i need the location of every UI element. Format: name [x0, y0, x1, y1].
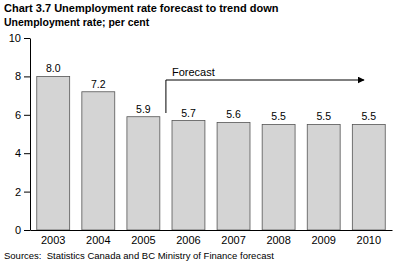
annotation-arrow — [166, 80, 364, 81]
data-label: 8.0 — [46, 62, 61, 74]
y-axis: 0 2 4 6 8 10 — [9, 32, 31, 236]
bar — [127, 117, 160, 230]
bar — [307, 124, 340, 230]
y-tick-label: 8 — [15, 70, 21, 82]
x-axis-line — [31, 230, 393, 231]
x-tick-label: 2004 — [86, 234, 110, 246]
x-tick: 2004 — [86, 234, 110, 246]
annotation-text: Forecast — [172, 66, 215, 78]
bar — [217, 122, 250, 230]
x-tick-label: 2010 — [357, 234, 381, 246]
data-label: 5.5 — [361, 110, 376, 122]
x-tick: 2007 — [221, 234, 245, 246]
x-tick-label: 2007 — [221, 234, 245, 246]
y-tick-mark — [24, 230, 30, 231]
x-axis: 2003 2004 2005 2006 2007 2008 2009 2010 — [31, 231, 393, 246]
bar — [352, 124, 385, 230]
y-tick: 0 — [15, 224, 30, 236]
y-tick-label: 2 — [15, 186, 21, 198]
x-tick: 2003 — [41, 234, 65, 246]
x-tick-label: 2008 — [266, 234, 290, 246]
data-labels: 8.0 7.2 5.9 5.7 5.6 5.5 5.5 5.5 — [46, 62, 376, 122]
x-tick: 2008 — [266, 234, 290, 246]
x-tick-label: 2005 — [131, 234, 155, 246]
y-tick-mark — [24, 38, 30, 39]
bar — [37, 76, 70, 230]
x-tick-label: 2009 — [311, 234, 335, 246]
title: Chart 3.7 Unemployment rate forecast to … — [4, 2, 279, 14]
y-tick-mark — [24, 192, 30, 193]
annotation: Forecast — [166, 66, 364, 113]
data-label: 5.9 — [136, 103, 151, 115]
x-tick-label: 2003 — [41, 234, 65, 246]
y-tick-label: 4 — [15, 147, 21, 159]
plot: 8.07.25.95.75.65.55.55.50246810200320042… — [9, 32, 393, 246]
x-tick: 2009 — [311, 234, 335, 246]
y-tick-label: 0 — [15, 224, 21, 236]
y-tick-label: 6 — [15, 109, 21, 121]
x-tick: 2006 — [176, 234, 200, 246]
annotation-line — [165, 80, 166, 113]
bars — [37, 76, 385, 230]
chart: Chart 3.7 Unemployment rate forecast to … — [0, 0, 400, 264]
y-tick: 2 — [15, 186, 30, 198]
y-tick: 4 — [15, 147, 30, 159]
source: Sources: Statistics Canada and BC Minist… — [4, 250, 274, 261]
data-label: 5.5 — [271, 110, 286, 122]
x-tick: 2005 — [131, 234, 155, 246]
y-tick: 6 — [15, 109, 30, 121]
y-tick-mark — [24, 153, 30, 154]
data-label: 7.2 — [91, 78, 106, 90]
bar — [172, 121, 205, 230]
data-label: 5.5 — [316, 110, 331, 122]
y-tick-mark — [24, 76, 30, 77]
x-tick: 2010 — [357, 234, 381, 246]
subtitle: Unemployment rate; per cent — [4, 16, 150, 28]
y-tick: 8 — [15, 70, 30, 82]
y-axis-line — [30, 39, 31, 231]
y-tick-label: 10 — [9, 32, 21, 44]
data-label: 5.7 — [181, 107, 196, 119]
bar — [262, 124, 295, 230]
data-label: 5.6 — [226, 108, 241, 120]
y-tick-mark — [24, 115, 30, 116]
bar — [82, 92, 115, 230]
x-tick-label: 2006 — [176, 234, 200, 246]
y-tick: 10 — [9, 32, 30, 44]
